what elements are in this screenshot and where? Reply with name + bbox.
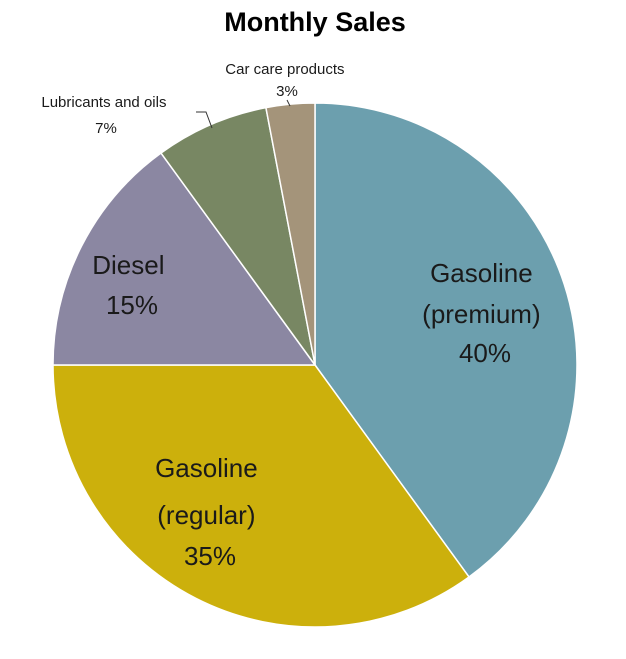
slice-label-regular: Gasoline (regular) 35% [155, 453, 265, 571]
pie-slice-gasoline-regular [52, 364, 471, 628]
leader-line-car-care [286, 99, 291, 107]
slice-label-car-care: Car care products 3% [225, 61, 348, 100]
pie-slices [52, 102, 578, 628]
slice-label-lubricants: Lubricants and oils 7% [41, 94, 170, 137]
pie-slice-car-care-products [265, 102, 316, 366]
slice-label-diesel: Diesel 15% [92, 250, 171, 320]
leader-line-lubricants [196, 111, 213, 129]
slice-labels: Gasoline (premium) 40% Gasoline (regular… [41, 61, 548, 571]
pie-slice-diesel [52, 151, 317, 366]
chart-title: Monthly Sales [224, 7, 406, 37]
pie-slice-gasoline-premium [314, 102, 578, 579]
slice-label-premium: Gasoline (premium) 40% [422, 258, 548, 368]
